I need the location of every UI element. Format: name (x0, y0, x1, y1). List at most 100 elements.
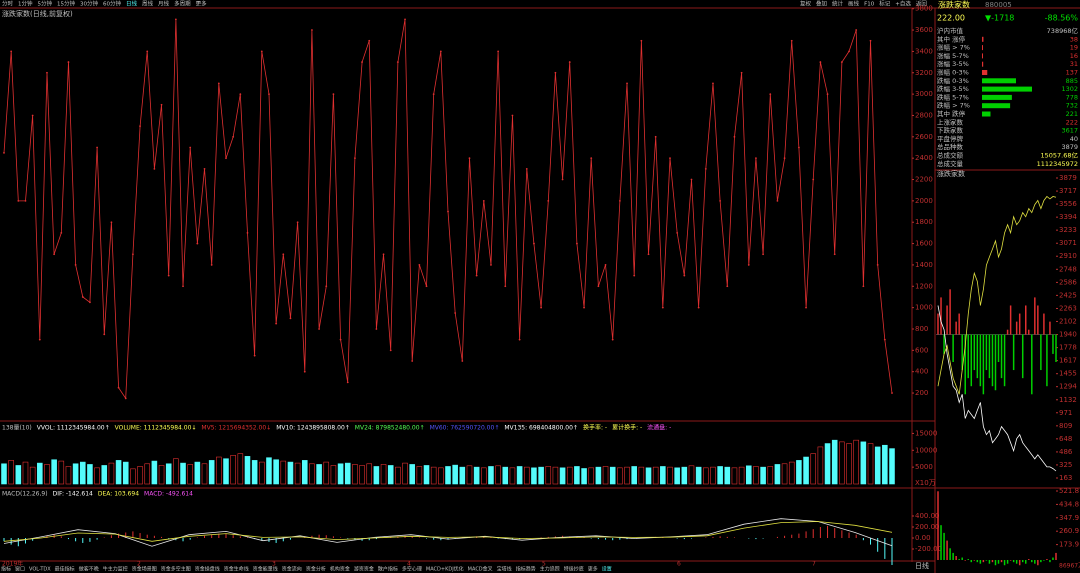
volume-bar (781, 463, 788, 485)
toolbar-tab[interactable]: 分时 (2, 0, 14, 8)
toolbar-button[interactable]: +自选 (895, 0, 911, 8)
toolbar-tab[interactable]: 多周期 (174, 0, 191, 8)
point (805, 306, 807, 309)
volume-bar (201, 463, 208, 485)
point (146, 50, 149, 53)
y-tick-label: 809 (1059, 422, 1072, 430)
indicator-tab[interactable]: 牛主力监控 (103, 566, 128, 573)
y-tick-label: 2000 (915, 197, 933, 205)
indicator-tab[interactable]: 机构资金 (330, 566, 350, 573)
indicator-tab[interactable]: 散户指标 (378, 566, 398, 573)
indicator-tab[interactable]: 资金流向 (282, 566, 302, 573)
indicator-tab[interactable]: 资金能量线 (253, 566, 278, 573)
volume-bar (760, 466, 766, 485)
quote-change: ▼-1718 (985, 14, 1014, 23)
volume-bar (158, 465, 165, 485)
toolbar-button[interactable]: 返回 (916, 1, 928, 8)
point (475, 274, 478, 277)
point (282, 253, 285, 256)
point (583, 306, 585, 309)
distribution-bar (982, 36, 984, 42)
point (124, 397, 127, 400)
toolbar-button[interactable]: 统计 (832, 0, 844, 8)
volume-bar (251, 460, 258, 485)
y-tick-label: 10000 (915, 446, 937, 454)
legend-entry: MV24: 879852480.00↑ (355, 425, 425, 432)
indicator-tab[interactable]: 做客不晚 (79, 566, 99, 573)
point (439, 50, 442, 53)
y-tick-label: 347.9 (1059, 514, 1079, 522)
volume-bar (602, 466, 609, 485)
volume-bar (15, 465, 22, 485)
y-tick-label: 3600 (915, 26, 933, 34)
indicator-tab[interactable]: 资金场景图 (132, 566, 157, 573)
indicator-tab[interactable]: 资金分析 (306, 566, 326, 573)
toolbar-tab[interactable]: 更多 (196, 0, 208, 8)
point (561, 178, 564, 181)
row-value: 1112345972 (1037, 160, 1078, 168)
point (482, 199, 485, 202)
volume-bar (867, 443, 874, 485)
toolbar-tab[interactable]: 月线 (158, 0, 170, 8)
point (389, 349, 392, 352)
point (826, 93, 829, 96)
indicator-tab[interactable]: 资金操盘线 (195, 566, 220, 573)
point (540, 306, 542, 309)
indicator-tab[interactable]: 设置 (602, 566, 612, 573)
volume-bar (8, 460, 14, 485)
indicator-tab[interactable]: 资金多空主图 (161, 566, 191, 573)
point (876, 264, 879, 266)
point (174, 18, 177, 21)
indicator-tab[interactable]: 指标 (1, 566, 11, 573)
volume-bar (609, 466, 616, 485)
toolbar-tab[interactable]: 周线 (142, 0, 154, 8)
point (776, 199, 779, 202)
toolbar-tab[interactable]: 60分钟 (103, 0, 121, 8)
point (690, 178, 693, 181)
toolbar-tab[interactable]: 15分钟 (57, 0, 75, 8)
volume-bar (703, 467, 709, 485)
volume-bar (122, 461, 129, 485)
toolbar-tab[interactable]: 1分钟 (18, 0, 33, 8)
indicator-tab[interactable]: MACD金叉 (468, 566, 493, 573)
indicator-tab[interactable]: VOL-TDX (29, 567, 51, 573)
indicator-tab[interactable]: 游资资金 (354, 566, 374, 573)
toolbar-button[interactable]: 标记 (879, 0, 891, 8)
row-label: 跌幅 5-7% (937, 92, 969, 101)
row-value: 3617 (1061, 127, 1078, 135)
toolbar-tab[interactable]: 30分钟 (80, 0, 98, 8)
indicator-tab[interactable]: 更多 (588, 566, 598, 573)
indicator-tab[interactable]: 最佳指标 (55, 566, 75, 573)
dea-line (3, 521, 893, 542)
indicator-tab[interactable]: 特级抄底 (564, 566, 584, 573)
toolbar-tab[interactable]: 日线 (126, 0, 138, 8)
indicator-tab[interactable]: 指标趋势 (516, 566, 536, 573)
row-label: 总成交量 (937, 159, 964, 168)
volume-bar (803, 456, 809, 485)
point (418, 264, 421, 266)
y-tick-label: 0.00 (915, 534, 931, 542)
toolbar-button[interactable]: 叠加 (816, 0, 827, 8)
toolbar-button[interactable]: 复权 (800, 0, 812, 8)
legend-entry: MACD(12,26,9) (2, 491, 48, 498)
volume-bar (695, 466, 702, 485)
point (246, 232, 249, 234)
point (275, 322, 278, 325)
point (783, 157, 786, 160)
toolbar-tab[interactable]: 5分钟 (38, 0, 53, 8)
indicator-tab[interactable]: 主力追踪 (540, 566, 560, 573)
volume-bar (839, 441, 845, 485)
indicator-tab[interactable]: MACD+KDJ优化 (426, 566, 464, 573)
volume-bar (344, 462, 351, 485)
indicator-tab[interactable]: 宝塔线 (497, 566, 512, 573)
volume-bar (796, 460, 802, 485)
y-tick-label: 1294 (1059, 383, 1077, 391)
volume-bar (445, 466, 451, 485)
indicator-tab[interactable]: 多空心理 (402, 566, 422, 573)
y-tick-label: 1400 (915, 261, 933, 269)
toolbar-button[interactable]: F10 (864, 2, 875, 8)
indicator-tab[interactable]: 资金生命线 (224, 566, 249, 573)
indicator-tab[interactable]: 窗口 (15, 566, 25, 573)
toolbar-button[interactable]: 画线 (848, 0, 860, 8)
